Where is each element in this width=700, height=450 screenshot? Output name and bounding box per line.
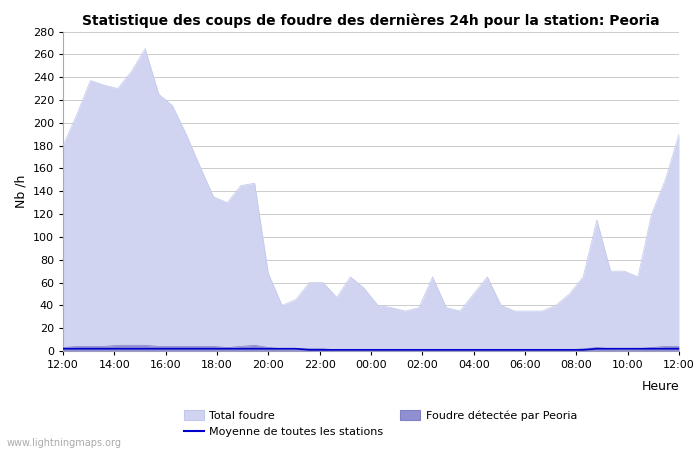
Y-axis label: Nb /h: Nb /h bbox=[14, 175, 27, 208]
Title: Statistique des coups de foudre des dernières 24h pour la station: Peoria: Statistique des coups de foudre des dern… bbox=[82, 13, 660, 27]
Text: Heure: Heure bbox=[641, 380, 679, 393]
Legend: Total foudre, Moyenne de toutes les stations, Foudre détectée par Peoria: Total foudre, Moyenne de toutes les stat… bbox=[179, 406, 582, 441]
Text: www.lightningmaps.org: www.lightningmaps.org bbox=[7, 438, 122, 448]
